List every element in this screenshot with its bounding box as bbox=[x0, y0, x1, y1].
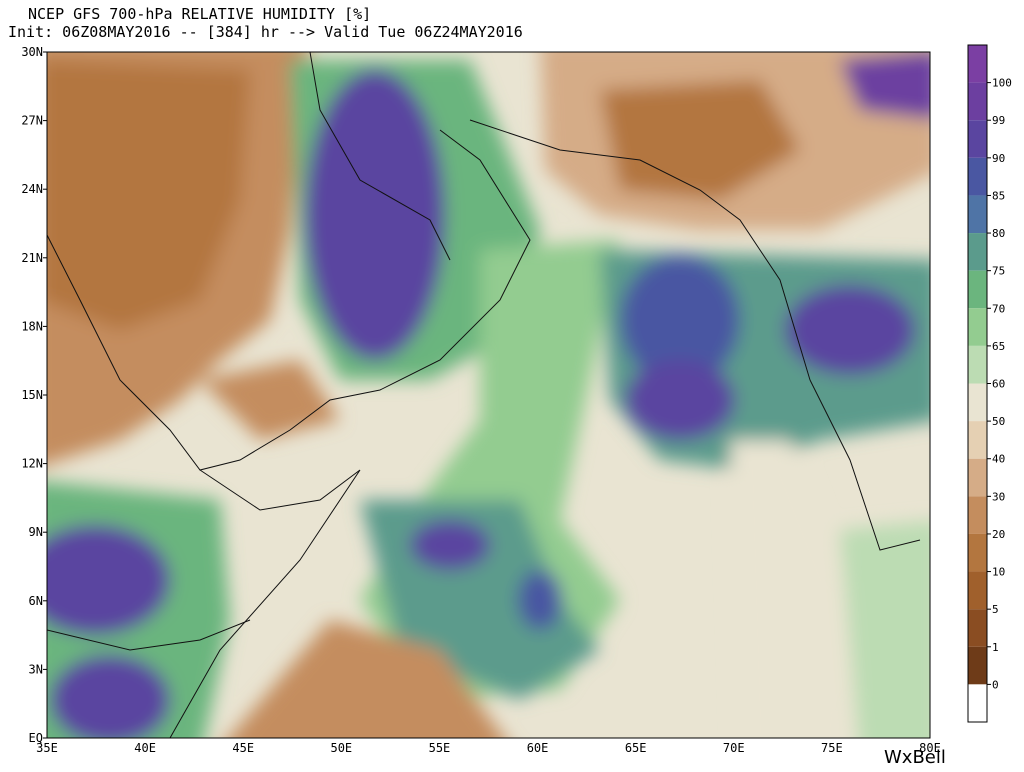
colorbar-swatch bbox=[968, 45, 987, 83]
colorbar-label: 85 bbox=[992, 189, 1005, 202]
colorbar-swatch bbox=[968, 233, 987, 271]
colorbar-label: 10 bbox=[992, 566, 1005, 579]
lat-label: 3N bbox=[29, 662, 43, 676]
lon-label: 70E bbox=[723, 741, 745, 755]
colorbar-label: 99 bbox=[992, 114, 1005, 127]
colorbar-swatch bbox=[968, 571, 987, 610]
colorbar-swatch bbox=[968, 609, 987, 647]
colorbar-swatch bbox=[968, 270, 987, 309]
colorbar-label: 50 bbox=[992, 415, 1005, 428]
colorbar-swatch bbox=[968, 533, 987, 572]
colorbar-swatch bbox=[968, 82, 987, 121]
lon-label: 80E bbox=[919, 741, 941, 755]
lat-label: 15N bbox=[21, 388, 43, 402]
lon-label: 45E bbox=[232, 741, 254, 755]
lon-label: 60E bbox=[527, 741, 549, 755]
colorbar-swatch bbox=[968, 120, 987, 158]
map-field bbox=[47, 52, 930, 738]
colorbar-label: 30 bbox=[992, 490, 1005, 503]
colorbar-label: 75 bbox=[992, 265, 1005, 278]
lat-label: EQ bbox=[29, 731, 43, 745]
colorbar-label: 40 bbox=[992, 453, 1005, 466]
lon-label: 65E bbox=[625, 741, 647, 755]
colorbar-label: 70 bbox=[992, 302, 1005, 315]
colorbar-label: 90 bbox=[992, 152, 1005, 165]
colorbar-label: 100 bbox=[992, 77, 1012, 90]
lon-label: 55E bbox=[429, 741, 451, 755]
colorbar-label: 0 bbox=[992, 678, 999, 691]
watermark: WxBell bbox=[884, 747, 946, 768]
lon-label: 75E bbox=[821, 741, 843, 755]
colorbar-swatch bbox=[968, 684, 987, 722]
subtitle: Init: 06Z08MAY2016 -- [384] hr --> Valid… bbox=[8, 23, 523, 41]
lat-label: 24N bbox=[21, 182, 43, 196]
colorbar-swatch bbox=[968, 195, 987, 234]
colorbar-swatch bbox=[968, 308, 987, 346]
humidity-shading bbox=[47, 52, 930, 738]
title: NCEP GFS 700-hPa RELATIVE HUMIDITY [%] bbox=[28, 5, 371, 23]
colorbar-swatch bbox=[968, 421, 987, 459]
coastlines bbox=[47, 52, 921, 738]
colorbar-label: 1 bbox=[992, 641, 999, 654]
colorbar-swatch bbox=[968, 496, 987, 534]
lon-label: 35E bbox=[36, 741, 58, 755]
lat-label: 21N bbox=[21, 251, 43, 265]
colorbar-swatch bbox=[968, 345, 987, 384]
colorbar-label: 5 bbox=[992, 603, 999, 616]
colorbar-swatch bbox=[968, 458, 987, 497]
lon-label: 40E bbox=[134, 741, 156, 755]
colorbar-swatch bbox=[968, 157, 987, 196]
lon-label: 50E bbox=[330, 741, 352, 755]
lat-label: 6N bbox=[29, 594, 43, 608]
colorbar-label: 80 bbox=[992, 227, 1005, 240]
colorbar-swatch bbox=[968, 646, 987, 685]
lat-label: 18N bbox=[21, 319, 43, 333]
colorbar-label: 60 bbox=[992, 378, 1005, 391]
colorbar-swatch bbox=[968, 383, 987, 422]
lat-label: 27N bbox=[21, 114, 43, 128]
colorbar-label: 20 bbox=[992, 528, 1005, 541]
colorbar-label: 65 bbox=[992, 340, 1005, 353]
lat-label: 30N bbox=[21, 45, 43, 59]
lat-label: 12N bbox=[21, 457, 43, 471]
lat-label: 9N bbox=[29, 525, 43, 539]
